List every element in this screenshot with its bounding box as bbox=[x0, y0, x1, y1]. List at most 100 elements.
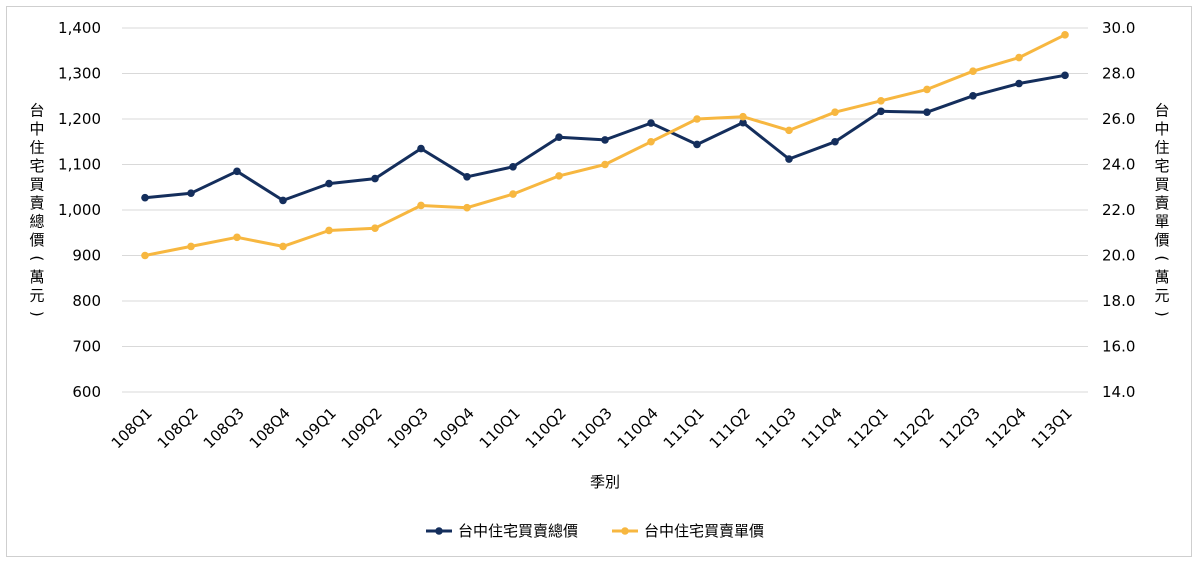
x-tick-label: 109Q1 bbox=[292, 404, 340, 452]
series-line-1 bbox=[144, 33, 1066, 257]
right-tick-label: 14.0 bbox=[1102, 383, 1135, 401]
series-0-point bbox=[693, 140, 701, 149]
series-1-point bbox=[325, 226, 333, 235]
series-1-point bbox=[969, 67, 977, 76]
legend-swatch-marker bbox=[435, 527, 443, 535]
x-tick-label: 110Q3 bbox=[568, 404, 616, 452]
axis-title-char: 元 bbox=[1154, 286, 1169, 304]
axis-title-char: ( bbox=[28, 255, 46, 261]
x-tick-label: 108Q1 bbox=[108, 404, 156, 452]
axis-title-char: 價 bbox=[1154, 231, 1169, 249]
left-tick-label: 700 bbox=[72, 338, 101, 356]
right-tick-label: 30.0 bbox=[1102, 19, 1135, 37]
x-tick-label: 109Q3 bbox=[384, 404, 432, 452]
series-1-point bbox=[601, 160, 609, 169]
left-axis-ticks: 600 700 800 900 1,000 1,100 1,200 1,300 1,400 bbox=[58, 19, 101, 401]
axis-title-char: 買 bbox=[29, 175, 44, 193]
series-0-point bbox=[233, 167, 241, 176]
x-tick-label: 112Q4 bbox=[982, 404, 1030, 452]
series-1-point bbox=[739, 112, 747, 121]
x-tick-label: 112Q3 bbox=[936, 404, 984, 452]
axis-title-char: 萬 bbox=[29, 268, 44, 286]
x-tick-label: 108Q4 bbox=[246, 404, 294, 452]
left-tick-label: 1,000 bbox=[58, 201, 101, 219]
right-tick-label: 28.0 bbox=[1102, 65, 1135, 83]
series-1-point bbox=[371, 224, 379, 232]
series-0-point bbox=[463, 172, 471, 181]
x-tick-label: 113Q1 bbox=[1028, 404, 1076, 452]
axis-title-char: 賣 bbox=[1154, 194, 1169, 212]
right-tick-label: 20.0 bbox=[1102, 247, 1135, 265]
legend-label: 台中住宅買賣單價 bbox=[644, 522, 764, 540]
left-tick-label: 900 bbox=[72, 247, 101, 265]
series-1-point bbox=[1061, 31, 1069, 39]
right-tick-label: 18.0 bbox=[1102, 292, 1135, 310]
right-tick-label: 26.0 bbox=[1102, 110, 1135, 128]
left-axis-title: 台中住宅買賣總價 (萬元) bbox=[28, 101, 46, 316]
axis-title-char: 住 bbox=[29, 138, 44, 156]
series-1-point bbox=[509, 190, 517, 198]
series-0-point bbox=[371, 174, 379, 183]
x-tick-label: 108Q3 bbox=[200, 404, 248, 452]
axis-title-char: ( bbox=[1153, 255, 1171, 261]
series-0-point bbox=[923, 108, 931, 116]
series-0-point bbox=[831, 137, 839, 146]
series-0-point bbox=[739, 118, 747, 127]
axis-title-char: 總 bbox=[29, 212, 44, 230]
series-1-point bbox=[279, 242, 287, 251]
x-tick-label: 110Q2 bbox=[522, 404, 570, 452]
series-0-point bbox=[417, 144, 425, 153]
axis-title-char: 單 bbox=[1154, 212, 1169, 230]
axis-title-char: 萬 bbox=[1154, 268, 1169, 286]
left-tick-label: 1,300 bbox=[58, 65, 101, 83]
left-tick-label: 600 bbox=[72, 383, 101, 401]
right-tick-label: 16.0 bbox=[1102, 338, 1135, 356]
x-tick-label: 109Q2 bbox=[338, 404, 386, 452]
x-axis-title: 季別 bbox=[590, 473, 620, 491]
series-1-point bbox=[693, 115, 701, 123]
series-1-point bbox=[923, 85, 931, 94]
series-0-point bbox=[1015, 79, 1023, 88]
axis-title-char: 中 bbox=[29, 120, 44, 138]
series-1-point bbox=[417, 201, 425, 210]
x-tick-label: 109Q4 bbox=[430, 404, 478, 452]
series-0-point bbox=[785, 155, 793, 163]
series-1-point bbox=[555, 172, 563, 180]
chart-frame bbox=[6, 6, 1192, 557]
series-0-point bbox=[509, 162, 517, 171]
series-0-point bbox=[877, 107, 885, 116]
axis-title-char: 宅 bbox=[29, 157, 44, 175]
x-axis-ticks: 108Q1108Q2108Q3108Q4109Q1109Q2109Q3109Q4… bbox=[108, 404, 1076, 452]
series-1-point bbox=[877, 97, 885, 105]
axis-title-char: 中 bbox=[1154, 120, 1169, 138]
x-tick-label: 110Q4 bbox=[614, 404, 662, 452]
series-0-point bbox=[647, 119, 655, 127]
series-1-point bbox=[1015, 53, 1023, 62]
series-1-point bbox=[141, 251, 149, 260]
axis-title-char: ) bbox=[28, 311, 46, 317]
right-tick-label: 22.0 bbox=[1102, 201, 1135, 219]
series-1-point bbox=[187, 242, 195, 251]
right-axis-ticks: 14.0 16.0 18.0 20.0 22.0 24.0 26.0 28.0 30.0 bbox=[1102, 19, 1135, 401]
axis-title-char: 台 bbox=[1154, 101, 1169, 119]
left-tick-label: 1,200 bbox=[58, 110, 101, 128]
axis-title-char: 住 bbox=[1154, 138, 1169, 156]
series-1-point bbox=[463, 203, 471, 212]
series-0-point bbox=[1061, 71, 1069, 80]
axis-title-char: ) bbox=[1153, 311, 1171, 317]
series-0-point bbox=[279, 196, 287, 205]
x-tick-label: 110Q1 bbox=[476, 404, 524, 452]
x-tick-label: 111Q3 bbox=[752, 404, 800, 452]
series-0-point bbox=[325, 179, 333, 188]
axis-title-char: 宅 bbox=[1154, 157, 1169, 175]
series-1-point bbox=[647, 137, 655, 146]
x-tick-label: 108Q2 bbox=[154, 404, 202, 452]
right-axis-title: 台中住宅買賣單價 (萬元) bbox=[1153, 101, 1171, 316]
axis-title-char: 元 bbox=[29, 286, 44, 304]
series-0-point bbox=[601, 136, 609, 144]
axis-title-char: 台 bbox=[29, 101, 44, 119]
left-tick-label: 1,100 bbox=[58, 156, 101, 174]
legend-label: 台中住宅買賣總價 bbox=[458, 522, 578, 540]
legend: 台中住宅買賣總價 台中住宅買賣單價 bbox=[426, 522, 764, 540]
x-tick-label: 111Q1 bbox=[660, 404, 708, 452]
